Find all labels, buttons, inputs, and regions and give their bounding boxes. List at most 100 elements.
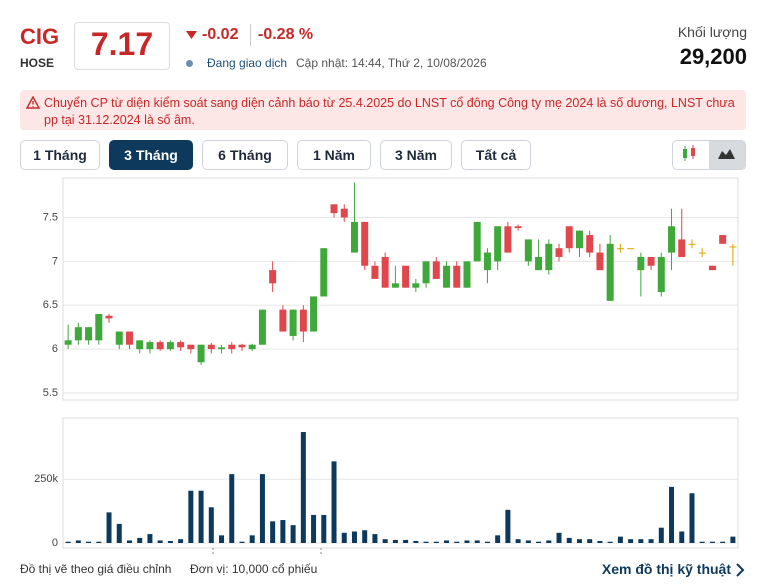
candle-body xyxy=(136,340,144,350)
volume-bar xyxy=(392,539,398,543)
candle-body xyxy=(422,261,430,284)
range-tab[interactable]: 6 Tháng xyxy=(202,140,288,170)
volume-bar xyxy=(413,540,419,543)
candle-body xyxy=(616,248,624,250)
candle-body xyxy=(473,221,481,262)
volume-bar xyxy=(403,539,409,543)
technical-link[interactable]: Xem đồ thị kỹ thuật xyxy=(601,561,731,577)
candle-body xyxy=(125,331,133,345)
volume-bar xyxy=(362,530,368,543)
volume-bar xyxy=(372,534,378,543)
candle-body xyxy=(289,309,297,336)
y-tick-label: 7.5 xyxy=(43,211,58,223)
candle-body xyxy=(207,344,215,350)
volume-bar xyxy=(219,535,225,543)
candle-body xyxy=(402,265,410,288)
volume-bar xyxy=(300,432,306,543)
volume-bar xyxy=(484,541,490,543)
candle-body xyxy=(535,256,543,271)
price-panel xyxy=(62,177,739,401)
volume-bar xyxy=(495,535,501,543)
down-arrow xyxy=(186,31,197,39)
volume-bar xyxy=(249,535,255,543)
volume-bar xyxy=(280,520,286,543)
volume-bar xyxy=(96,541,102,543)
candle-body xyxy=(187,344,195,350)
volume-bar xyxy=(229,474,235,543)
volume-bar xyxy=(607,541,613,543)
candle-body xyxy=(146,342,154,350)
volume-bar xyxy=(157,540,163,543)
volume-bar xyxy=(699,541,705,543)
candle-body xyxy=(371,265,379,279)
volume-bar xyxy=(311,514,317,543)
candle-body xyxy=(668,226,676,253)
candle-body xyxy=(483,252,491,271)
candle-body xyxy=(258,309,266,345)
volume-bar xyxy=(525,540,531,543)
y-tick-label: 6 xyxy=(52,343,58,355)
volume-bar xyxy=(720,541,726,543)
volume-bar xyxy=(689,493,695,543)
candle-body xyxy=(74,327,82,341)
y-tick-label: 7 xyxy=(52,255,58,267)
y-tick-label: 6.5 xyxy=(43,299,58,311)
range-tab[interactable]: Tất cả xyxy=(461,140,531,170)
candle-body xyxy=(719,235,727,244)
footer-unit: Đơn vị: 10,000 cổ phiếu xyxy=(190,562,318,576)
volume-bar xyxy=(546,540,552,543)
exchange: HOSE xyxy=(20,56,55,70)
ticker: CIG xyxy=(20,24,60,49)
candle-body xyxy=(361,221,369,266)
candle-body xyxy=(156,342,164,350)
volume-bar xyxy=(341,532,347,543)
candle-body xyxy=(330,204,338,214)
volume-bar xyxy=(239,541,245,543)
candle-body xyxy=(678,239,686,257)
volume-bar xyxy=(597,540,603,543)
range-tab[interactable]: 1 Tháng xyxy=(20,140,100,170)
volume-bar xyxy=(454,541,460,543)
divider xyxy=(250,24,251,46)
volume-bar xyxy=(576,539,582,543)
volume-bar xyxy=(709,541,715,543)
volume-bar xyxy=(730,536,736,543)
warning-icon xyxy=(26,96,40,109)
range-tab[interactable]: 1 Năm xyxy=(297,140,371,170)
footer-note: Đồ thị vẽ theo giá điều chỉnh xyxy=(20,562,172,576)
y-tick-label: 5.5 xyxy=(43,387,58,399)
volume-bar xyxy=(126,540,132,543)
candle-body xyxy=(197,344,205,363)
volume-bar xyxy=(587,539,593,543)
volume-bar xyxy=(208,507,214,543)
volume-bar xyxy=(536,541,542,543)
candle-body xyxy=(504,226,512,253)
candle-body xyxy=(64,340,72,345)
warning-text: Chuyển CP từ diện kiểm soát sang diện cả… xyxy=(44,96,735,127)
candle-body xyxy=(95,314,103,341)
volume-bar xyxy=(178,539,184,543)
volume-bar xyxy=(188,490,194,543)
candle-body xyxy=(443,265,451,288)
candle-body xyxy=(177,342,185,348)
candle-body xyxy=(320,248,328,297)
volume-bar xyxy=(474,540,480,543)
volume-bar xyxy=(106,512,112,543)
volume-bar xyxy=(290,525,296,543)
status: Đang giao dịch xyxy=(207,56,288,70)
candle-body xyxy=(299,309,307,332)
volume-bar xyxy=(679,531,685,543)
candle-body xyxy=(238,344,246,348)
volume-bar xyxy=(566,537,572,543)
volume-bar xyxy=(259,474,265,543)
candle-body xyxy=(432,261,440,279)
change: -0.02 xyxy=(202,26,239,43)
volume-label: Khối lượng xyxy=(677,24,747,40)
volume-bar xyxy=(321,514,327,543)
range-tab[interactable]: 3 Tháng xyxy=(109,140,193,170)
candle-body xyxy=(115,331,123,345)
chart-toggle[interactable] xyxy=(672,140,746,170)
link-arrow xyxy=(736,563,745,577)
range-tab[interactable]: 3 Năm xyxy=(380,140,452,170)
